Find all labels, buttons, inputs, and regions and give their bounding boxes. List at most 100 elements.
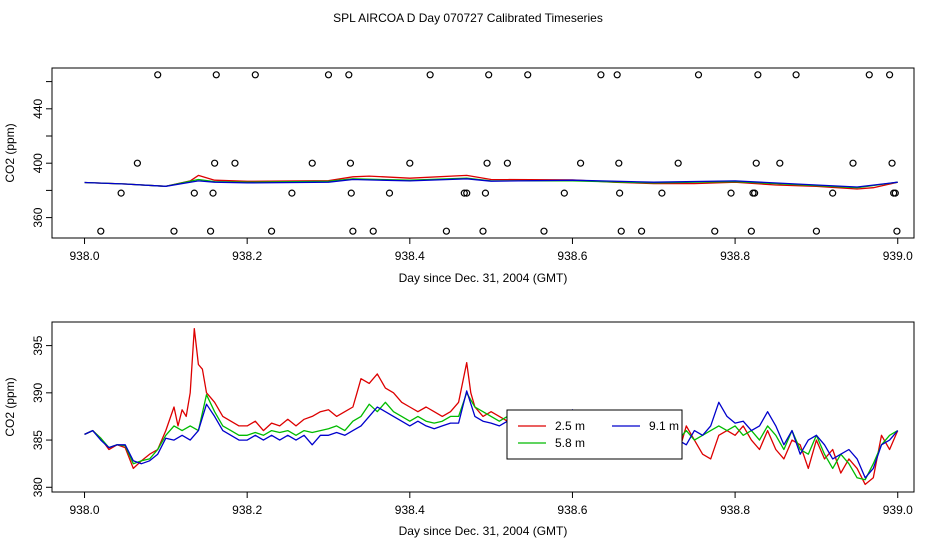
top-x-axis: 938.0 938.2 938.4 938.6 938.8 939.0 xyxy=(70,238,913,263)
top-x-axis-label: Day since Dec. 31, 2004 (GMT) xyxy=(399,271,568,285)
top-panel: 938.0 938.2 938.4 938.6 938.8 939.0 360 400 440… xyxy=(3,67,915,285)
bottom-y-tick-label: 390 xyxy=(31,383,45,403)
top-marker-circle xyxy=(463,189,471,197)
top-marker-circle xyxy=(231,159,239,167)
top-marker-circle xyxy=(347,189,355,197)
top-x-tick-label: 939.0 xyxy=(883,249,913,263)
top-plot-frame xyxy=(51,67,915,239)
top-marker-circle xyxy=(694,71,703,79)
bottom-y-axis-label: CO2 (ppm) xyxy=(3,377,17,436)
top-marker-circle xyxy=(288,189,296,197)
top-marker-circle xyxy=(426,71,434,79)
top-series-line-1 xyxy=(84,174,898,190)
top-marker-circle xyxy=(385,189,394,197)
top-series-line-2 xyxy=(84,177,898,189)
bottom-y-tick-label: 395 xyxy=(31,335,45,355)
top-marker-circle xyxy=(479,227,487,235)
top-marker-circle xyxy=(597,71,605,79)
top-x-tick-label: 938.8 xyxy=(720,249,750,263)
top-marker-circle xyxy=(345,71,353,79)
bottom-x-tick-label: 938.0 xyxy=(70,503,100,517)
top-marker-circle xyxy=(886,71,894,79)
top-marker-circle xyxy=(133,159,141,167)
top-marker-circle xyxy=(349,227,357,235)
top-marker-circle xyxy=(711,227,719,235)
top-marker-circle xyxy=(751,189,759,197)
top-marker-circle xyxy=(460,189,468,197)
top-marker-circle xyxy=(865,71,873,79)
top-x-tick-label: 938.2 xyxy=(232,249,262,263)
top-marker-group xyxy=(97,71,901,235)
top-marker-circle xyxy=(209,189,217,197)
top-x-tick-label: 938.6 xyxy=(557,249,587,263)
top-y-axis: 360 400 440 xyxy=(31,81,52,228)
top-marker-circle xyxy=(812,227,821,235)
top-marker-circle xyxy=(485,71,493,79)
bottom-series-group xyxy=(84,327,899,486)
top-y-tick-label: 400 xyxy=(31,153,45,173)
legend-label-5-8m: 5.8 m xyxy=(555,436,585,450)
top-y-tick-label: 440 xyxy=(31,98,45,118)
top-marker-circle xyxy=(727,189,735,197)
bottom-x-axis-label: Day since Dec. 31, 2004 (GMT) xyxy=(399,524,568,538)
top-marker-circle xyxy=(503,159,511,167)
legend: 2.5 m 9.1 m 5.8 m xyxy=(506,409,683,460)
legend-box xyxy=(506,409,683,460)
bottom-x-tick-label: 939.0 xyxy=(883,503,913,517)
bottom-panel: 938.0 938.2 938.4 938.6 938.8 939.0 380 385 390… xyxy=(3,321,915,538)
top-marker-circle xyxy=(891,189,899,197)
bottom-y-tick-label: 385 xyxy=(31,430,45,450)
top-marker-circle xyxy=(540,227,548,235)
top-marker-circle xyxy=(369,227,377,235)
top-marker-circle xyxy=(524,71,532,79)
bottom-series-line-1 xyxy=(84,327,899,486)
legend-label-9-1m: 9.1 m xyxy=(649,419,679,433)
top-marker-circle xyxy=(211,159,219,167)
top-marker-circle xyxy=(324,71,333,79)
top-marker-circle xyxy=(442,227,451,235)
top-marker-circle xyxy=(658,189,666,197)
bottom-x-axis: 938.0 938.2 938.4 938.6 938.8 939.0 xyxy=(70,492,913,517)
top-marker-circle xyxy=(893,227,901,235)
top-marker-circle xyxy=(267,227,276,235)
top-marker-circle xyxy=(829,189,837,197)
top-marker-circle xyxy=(792,71,800,79)
bottom-x-tick-label: 938.8 xyxy=(720,503,750,517)
top-marker-circle xyxy=(888,159,896,167)
bottom-series-line-3 xyxy=(84,390,899,479)
top-y-tick-label: 360 xyxy=(31,207,45,227)
top-marker-circle xyxy=(154,71,162,79)
top-marker-circle xyxy=(576,159,585,167)
legend-label-2-5m: 2.5 m xyxy=(555,419,585,433)
top-marker-circle xyxy=(308,159,316,167)
top-marker-circle xyxy=(754,71,762,79)
top-marker-circle xyxy=(560,189,568,197)
top-marker-circle xyxy=(97,227,105,235)
top-marker-circle xyxy=(346,159,355,167)
top-marker-circle xyxy=(616,189,624,197)
top-y-axis-label: CO2 (ppm) xyxy=(3,123,17,182)
top-marker-circle xyxy=(251,71,259,79)
top-marker-circle xyxy=(617,227,625,235)
top-marker-circle xyxy=(776,159,784,167)
top-marker-circle xyxy=(674,159,682,167)
bottom-plot-frame xyxy=(51,321,915,493)
top-marker-circle xyxy=(481,189,490,197)
bottom-x-tick-label: 938.6 xyxy=(557,503,587,517)
top-marker-circle xyxy=(212,71,220,79)
top-marker-circle xyxy=(615,159,623,167)
chart-title: SPL AIRCOA D Day 070727 Calibrated Times… xyxy=(333,11,603,25)
top-marker-circle xyxy=(206,227,215,235)
top-marker-circle xyxy=(170,227,178,235)
top-marker-circle xyxy=(752,159,760,167)
top-marker-circle xyxy=(406,159,414,167)
top-marker-circle xyxy=(849,159,857,167)
top-series-line-3 xyxy=(84,178,898,188)
bottom-x-tick-label: 938.4 xyxy=(395,503,425,517)
top-x-tick-label: 938.0 xyxy=(70,249,100,263)
top-marker-circle xyxy=(637,227,646,235)
bottom-y-axis: 380 385 390 395 xyxy=(31,335,52,497)
top-marker-circle xyxy=(117,189,125,197)
bottom-y-tick-label: 380 xyxy=(31,477,45,497)
